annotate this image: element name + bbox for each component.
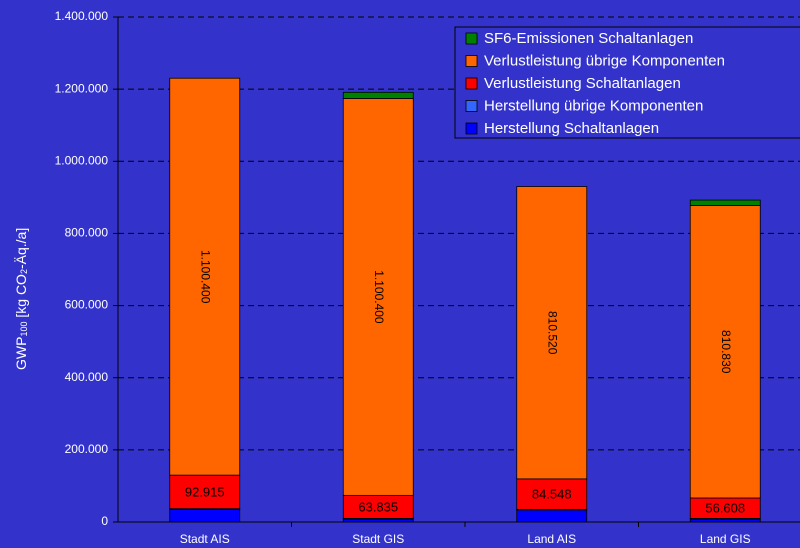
y-tick-label: 600.000 <box>65 298 109 312</box>
data-label: 810.520 <box>546 311 560 355</box>
y-label-part: -Äq./a] <box>13 228 29 269</box>
legend-label: Verlustleistung Schaltanlagen <box>484 75 681 92</box>
y-tick-label: 800.000 <box>65 226 109 240</box>
legend-swatch <box>465 77 478 90</box>
y-tick-label: 200.000 <box>65 442 109 456</box>
data-label: 56.608 <box>705 501 745 516</box>
bar-segment <box>516 478 588 510</box>
y-label-part: 100 <box>19 322 29 337</box>
legend-label: SF6-Emissionen Schaltanlagen <box>484 30 693 47</box>
bar-segment <box>516 509 588 523</box>
data-label: 1.100.400 <box>372 270 386 324</box>
bar-segment <box>169 474 241 510</box>
legend-swatch <box>465 100 478 112</box>
bar-segment <box>169 508 241 523</box>
legend-swatch <box>465 32 478 45</box>
data-label: 92.915 <box>185 484 225 499</box>
data-label: 1.100.400 <box>199 250 213 304</box>
x-tick-label: Stadt AIS <box>180 532 230 546</box>
y-tick-label: 1.200.000 <box>55 81 109 95</box>
legend-swatch <box>465 55 478 67</box>
y-axis-label: GWP100 [kg CO2-Äq./a] <box>13 228 30 370</box>
y-label-part: [kg CO <box>13 274 29 322</box>
x-tick-label: Land AIS <box>527 532 576 546</box>
bar-segment <box>342 98 414 496</box>
bar-segment <box>342 91 414 99</box>
bar-segment <box>689 205 761 499</box>
legend-swatch <box>465 122 478 135</box>
bar-segment <box>169 77 241 476</box>
legend-box <box>454 26 800 139</box>
y-label-part: 2 <box>19 269 29 274</box>
bar-segment <box>516 186 588 480</box>
x-tick-label: Stadt GIS <box>352 532 404 546</box>
bar-segment <box>689 199 761 206</box>
data-label: 63.835 <box>358 499 398 514</box>
data-label: 84.548 <box>532 487 572 502</box>
data-label: 810.830 <box>719 330 733 374</box>
x-tick-label: Land GIS <box>700 532 751 546</box>
legend-label: Verlustleistung übrige Komponenten <box>484 52 725 69</box>
y-tick-label: 1.000.000 <box>55 153 109 167</box>
y-label-part: GWP <box>13 337 29 370</box>
y-tick-label: 1.400.000 <box>55 9 109 23</box>
legend-label: Herstellung Schaltanlagen <box>484 120 659 137</box>
legend: Herstellung Schaltanlagen Herstellung übr… <box>454 26 800 139</box>
y-tick-label: 0 <box>101 514 108 528</box>
legend-label: Herstellung übrige Komponenten <box>484 97 703 114</box>
y-tick-label: 400.000 <box>65 370 109 384</box>
